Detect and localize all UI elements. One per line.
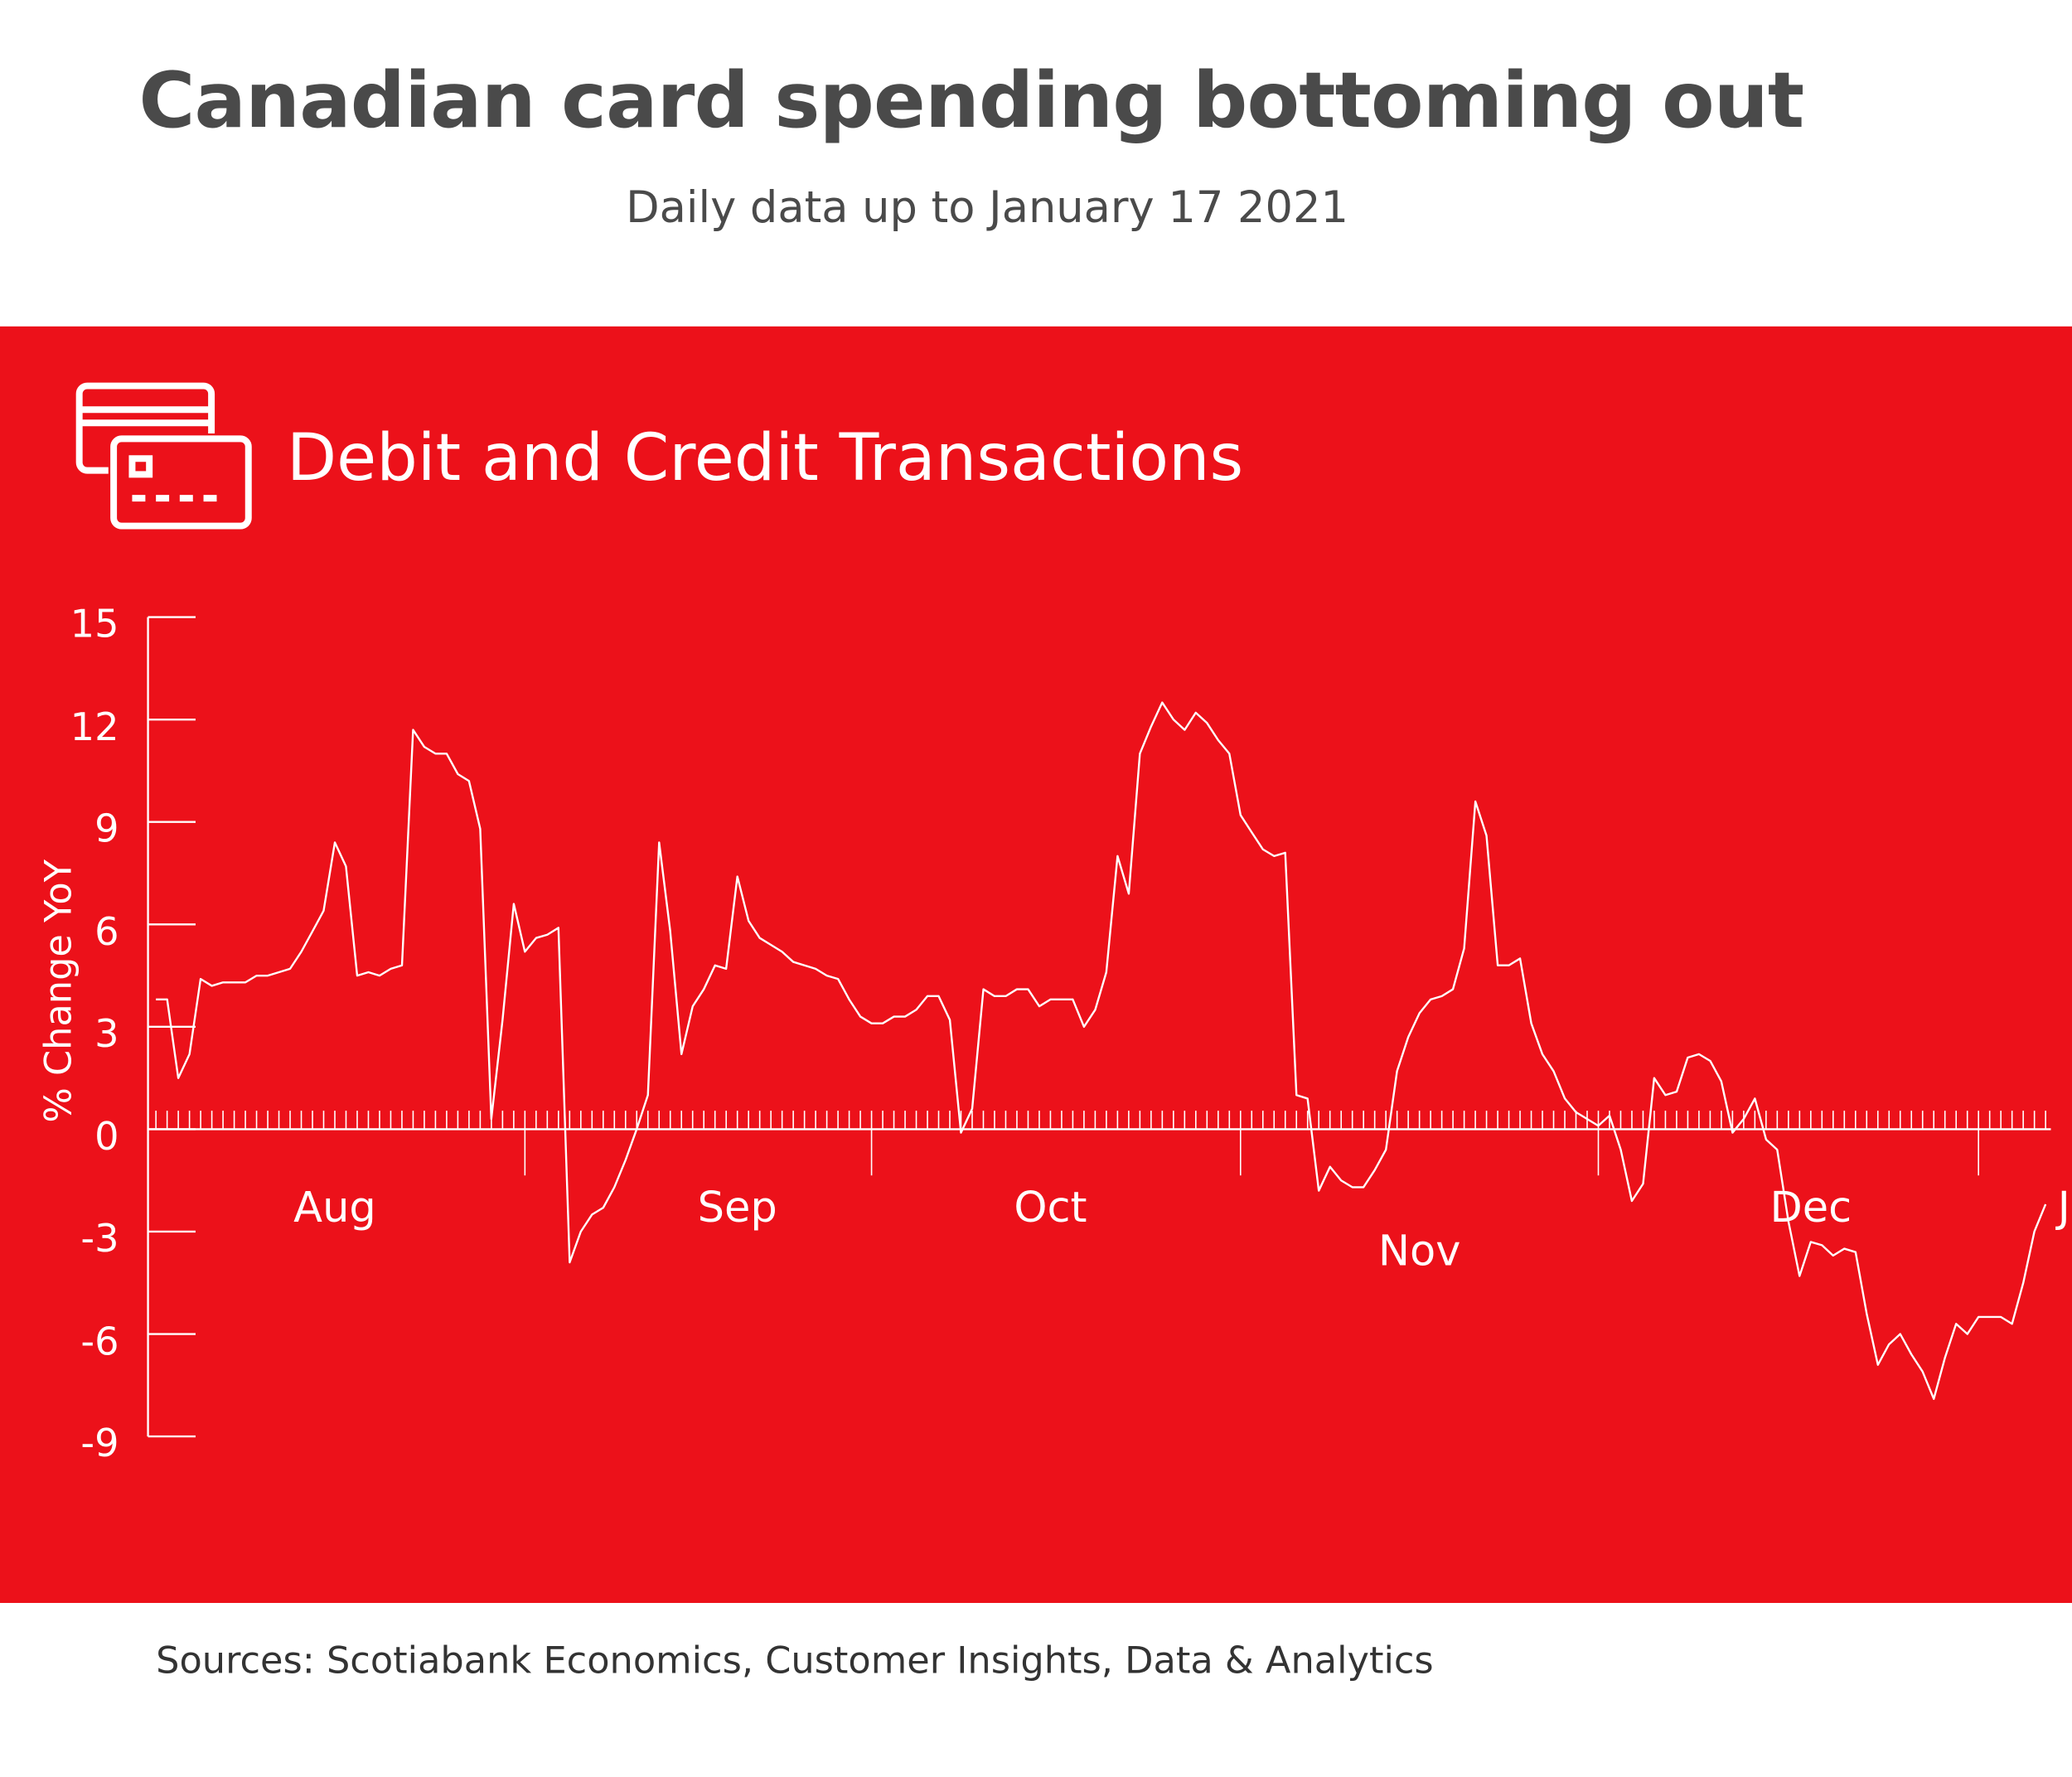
month-label: Nov: [1378, 1227, 1461, 1276]
y-tick-label: -6: [80, 1318, 119, 1363]
y-tick-label: -3: [80, 1215, 119, 1261]
panel-title: Debit and Credit Transactions: [286, 420, 1244, 496]
y-tick-label: 15: [70, 601, 119, 646]
series-line: [156, 701, 2047, 1401]
month-label: Oct: [1014, 1184, 1087, 1232]
page-title: Canadian card spending bottoming out: [138, 55, 1804, 146]
y-tick-label: 9: [94, 806, 119, 851]
page-subtitle: Daily data up to January 17 2021: [626, 181, 1348, 233]
month-label: Jan: [2055, 1184, 2072, 1232]
month-label: Sep: [698, 1184, 777, 1232]
y-tick-label: 3: [94, 1010, 119, 1056]
sources-note: Sources: Scotiabank Economics, Customer …: [156, 1639, 1434, 1683]
y-tick-label: -9: [80, 1420, 119, 1466]
credit-cards-icon: [75, 382, 252, 530]
chart-panel: [0, 326, 2072, 1604]
y-tick-label: 0: [94, 1113, 119, 1159]
y-tick-label: 6: [94, 908, 119, 954]
month-label: Dec: [1769, 1184, 1852, 1232]
month-label: Aug: [293, 1184, 376, 1232]
y-tick-label: 12: [70, 704, 119, 749]
